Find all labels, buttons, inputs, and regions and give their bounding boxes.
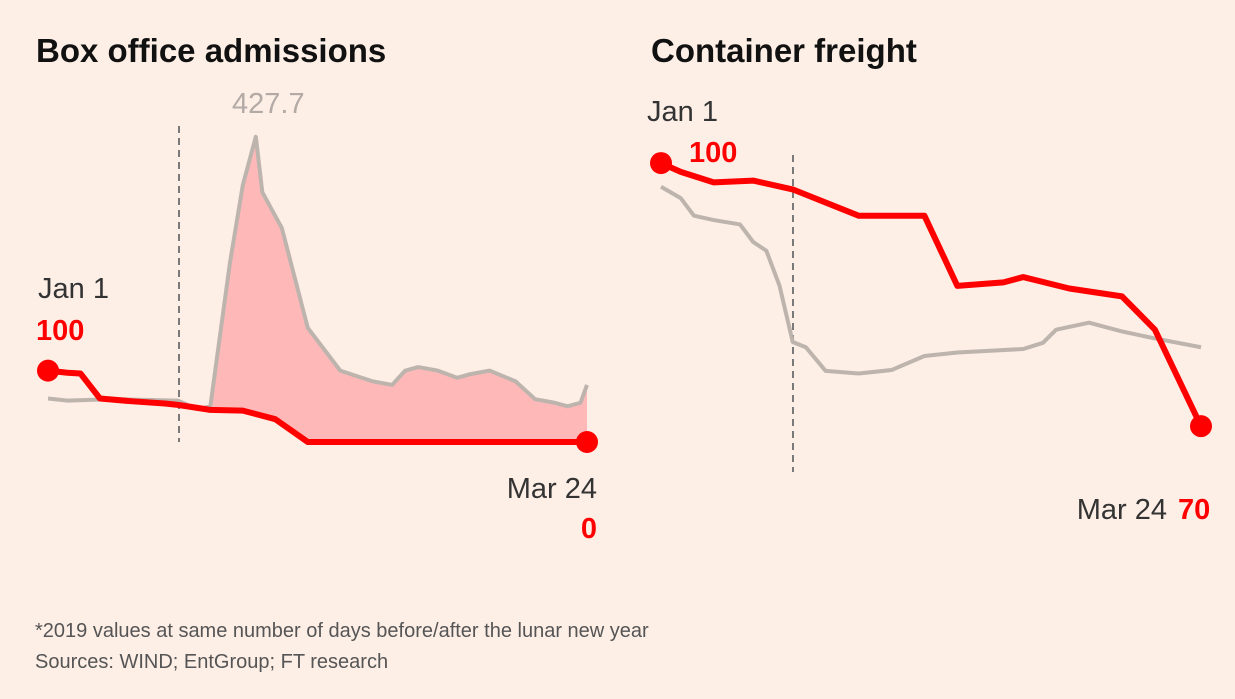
series-2020-container-freight: [650, 152, 1212, 438]
label-start-value-container-freight: 100: [689, 137, 737, 169]
label-peak-value-box-office: 427.7: [232, 88, 305, 120]
label-start-date-container-freight: Jan 1: [647, 96, 718, 128]
chart-title-box-office: Box office admissions: [36, 32, 387, 69]
label-end-date-container-freight: Mar 24: [1077, 494, 1167, 526]
series-2020-start-point: [650, 152, 672, 175]
label-end-value-container-freight: 70: [1178, 494, 1210, 526]
label-start-date-box-office: Jan 1: [38, 273, 109, 305]
series-2020-line: [45, 367, 590, 445]
label-end-date-box-office: Mar 24: [507, 473, 597, 505]
series-2020-start-point: [37, 359, 59, 382]
gap-area-box-office: [112, 136, 587, 443]
chart-title-container-freight: Container freight: [651, 32, 917, 69]
label-end-value-box-office: 0: [581, 513, 597, 545]
panel-box-office: Jan 1 100 427.7 Mar 24 0: [36, 88, 598, 545]
series-2019-container-freight: [660, 185, 1202, 376]
series-2020-line: [658, 160, 1204, 430]
series-2019-line: [660, 185, 1202, 376]
footnote-sources: Sources: WIND; EntGroup; FT research: [35, 651, 389, 673]
series-2020-box-office: [37, 359, 598, 453]
panel-container-freight: Jan 1 100 Mar 24 70: [647, 96, 1212, 526]
gap-area-segment: [210, 136, 587, 443]
series-2020-end-point: [1190, 415, 1212, 438]
footnote-note: *2019 values at same number of days befo…: [35, 620, 649, 642]
label-start-value-box-office: 100: [36, 315, 84, 347]
series-2020-end-point: [576, 431, 598, 453]
